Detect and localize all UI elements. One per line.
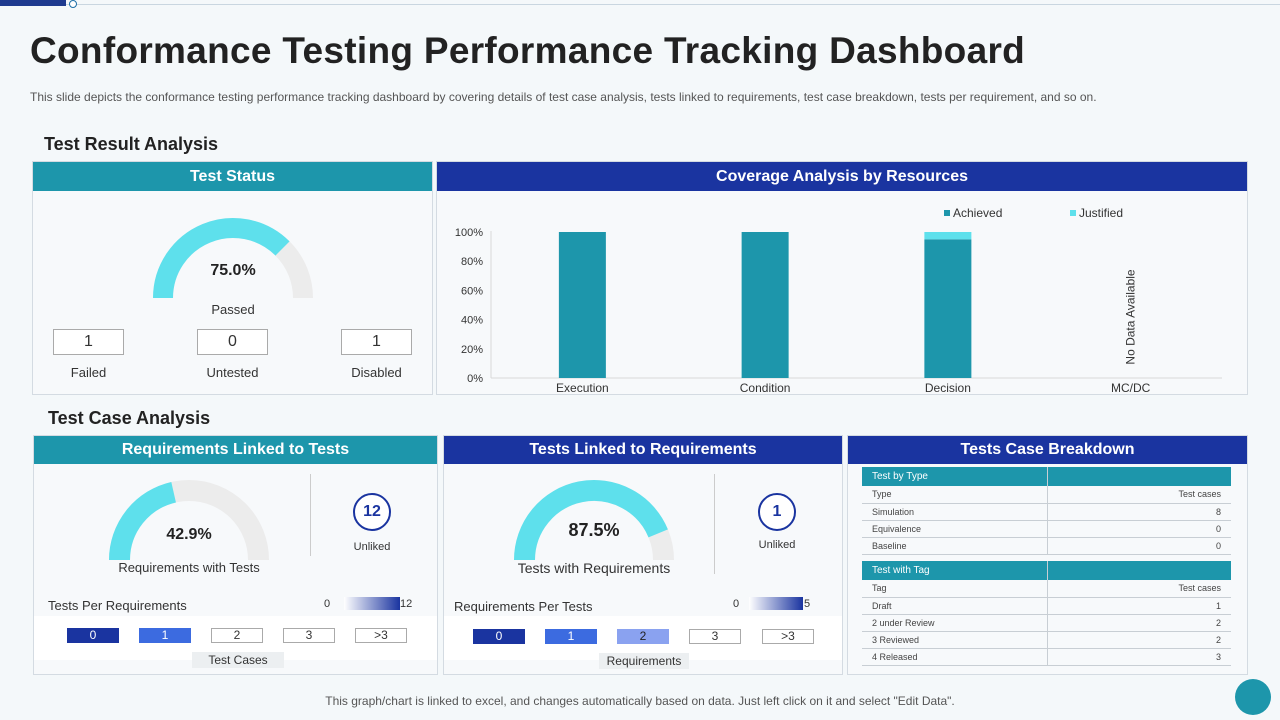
coverage-chart: 0% 20% 40% 60% 80% 100% Execution Condition Deci… — [455, 206, 1222, 394]
no-data-label: No Data Available — [1124, 269, 1138, 365]
y-tick-label: 100% — [455, 227, 483, 239]
cases-col-header: Test cases — [1047, 486, 1231, 504]
req-linked-header: Requirements Linked to Tests — [34, 436, 437, 464]
tests-scale-gradient — [749, 597, 803, 610]
y-tick-label: 60% — [461, 285, 483, 297]
x-tick-label: MC/DC — [1111, 381, 1151, 394]
y-tick-label: 20% — [461, 344, 483, 356]
tests-unlinked-label: Unliked — [758, 539, 796, 551]
req-scale-max: 12 — [400, 598, 413, 610]
bar-achieved — [924, 239, 972, 378]
test-by-type-table: Test by Type Type Test cases Simulation 8 … — [862, 467, 1231, 555]
tests-scale-max: 5 — [804, 598, 811, 610]
test-status-header: Test Status — [33, 162, 432, 191]
top-accent-bar — [0, 0, 66, 6]
table-row: Simulation 8 — [862, 503, 1231, 521]
y-tick-label: 80% — [461, 256, 483, 268]
section-title-case: Test Case Analysis — [48, 408, 211, 428]
req-scale-min: 0 — [324, 598, 331, 610]
bar-justified — [924, 232, 972, 240]
req-heat-cell: 3 — [283, 628, 335, 643]
coverage-header: Coverage Analysis by Resources — [437, 162, 1247, 191]
tests-heat-cell: 3 — [689, 629, 741, 644]
legend-label: Justified — [1079, 206, 1123, 220]
untested-label: Untested — [206, 365, 259, 380]
tests-linked-divider — [714, 474, 715, 574]
table-row: Baseline 0 — [862, 537, 1231, 555]
bar-achieved — [741, 232, 789, 378]
corner-dot — [1235, 679, 1271, 715]
req-unlinked-count: 12 — [353, 493, 391, 531]
coverage-panel: Coverage Analysis by Resources 0% 20% 40% 6… — [436, 161, 1248, 395]
tests-heat-cell: 1 — [545, 629, 597, 644]
x-tick-label: Execution — [556, 381, 609, 394]
tests-heat-cell: 0 — [473, 629, 525, 644]
tag-cases-col-header: Test cases — [1047, 580, 1231, 598]
failed-label: Failed — [70, 365, 107, 380]
req-axis-label: Test Cases — [192, 652, 284, 668]
x-tick-label: Condition — [740, 381, 791, 394]
untested-count: 0 — [197, 329, 268, 355]
test-with-tag-heading: Test with Tag — [862, 561, 1048, 580]
req-heat-cell: 0 — [67, 628, 119, 643]
table-row: 3 Reviewed 2 — [862, 631, 1231, 649]
req-linked-panel: Requirements Linked to Tests 42.9% Requi… — [33, 435, 438, 675]
test-by-type-heading: Test by Type — [862, 467, 1048, 486]
tests-heat-cell: 2 — [617, 629, 669, 644]
req-scale-gradient — [344, 597, 400, 610]
req-heat-cell: >3 — [355, 628, 407, 643]
bar-achieved — [558, 232, 606, 378]
page-title: Conformance Testing Performance Tracking… — [30, 30, 1026, 71]
footer-note: This graph/chart is linked to excel, and… — [325, 694, 955, 708]
table-row: Equivalence 0 — [862, 520, 1231, 538]
tests-linked-percent: 87.5% — [568, 520, 620, 540]
tag-col-header: Tag — [862, 580, 1048, 598]
tests-linked-header: Tests Linked to Requirements — [444, 436, 842, 464]
tests-axis-label: Requirements — [599, 653, 689, 669]
table-row: 2 under Review 2 — [862, 614, 1231, 632]
test-status-panel: Test Status 75.0% Passed 1 Failed 0 Unte… — [32, 161, 433, 395]
breakdown-panel: Tests Case Breakdown Test by Type Type Te… — [847, 435, 1248, 675]
req-unlinked-label: Unliked — [353, 541, 391, 553]
req-linked-label: Requirements with Tests — [118, 560, 260, 575]
breakdown-header: Tests Case Breakdown — [848, 436, 1247, 464]
tests-unlinked-count: 1 — [758, 493, 796, 531]
section-title-result: Test Result Analysis — [44, 134, 219, 154]
req-heat-cell: 2 — [211, 628, 263, 643]
test-status-passed-label: Passed — [211, 302, 255, 317]
tests-per-req-label: Tests Per Requirements — [48, 598, 187, 613]
y-tick-label: 40% — [461, 315, 483, 327]
test-with-tag-table: Test with Tag Tag Test cases Draft 1 2 und… — [862, 561, 1231, 666]
tests-linked-gauge — [514, 480, 674, 561]
x-tick-label: Decision — [925, 381, 971, 394]
tests-scale-min: 0 — [733, 598, 740, 610]
y-tick-label: 0% — [467, 373, 483, 385]
legend-swatch — [944, 210, 950, 216]
test-status-gauge — [153, 218, 313, 299]
top-rule — [0, 4, 1280, 5]
page-subtitle: This slide depicts the conformance testi… — [30, 90, 1097, 104]
req-linked-percent: 42.9% — [166, 526, 212, 543]
req-per-tests-label: Requirements Per Tests — [454, 599, 593, 614]
req-linked-divider — [310, 474, 311, 556]
table-row: Draft 1 — [862, 597, 1231, 615]
type-col-header: Type — [862, 486, 1048, 504]
req-linked-gauge — [109, 480, 269, 561]
failed-count: 1 — [53, 329, 124, 355]
disabled-count: 1 — [341, 329, 412, 355]
table-row: 4 Released 3 — [862, 648, 1231, 666]
test-status-percent: 75.0% — [210, 262, 256, 279]
legend-swatch — [1070, 210, 1076, 216]
tests-linked-panel: Tests Linked to Requirements 87.5% Tests… — [443, 435, 843, 675]
disabled-label: Disabled — [351, 365, 402, 380]
tests-linked-label: Tests with Requirements — [517, 560, 671, 576]
req-heat-cell: 1 — [139, 628, 191, 643]
tests-heat-cell: >3 — [762, 629, 814, 644]
legend-label: Achieved — [953, 206, 1002, 220]
top-accent-dot — [69, 0, 77, 8]
